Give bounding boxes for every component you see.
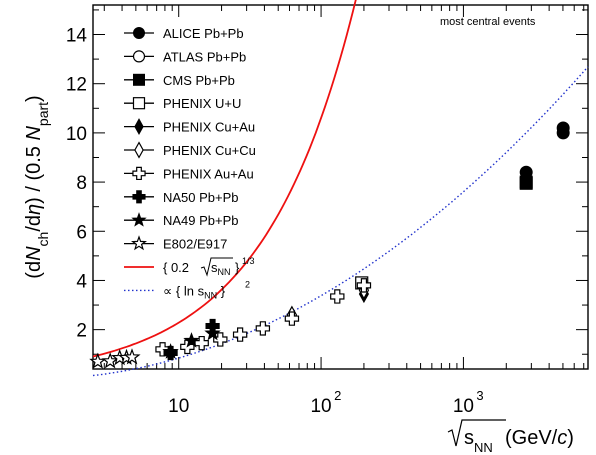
phenix-au-au-point [255, 321, 271, 336]
legend-marker-e802-e917 [131, 235, 147, 251]
legend-label-na50-pb-pb: NA50 Pb+Pb [163, 190, 239, 205]
log-squared-fit-curve [92, 66, 589, 377]
legend-label-na49-pb-pb: NA49 Pb+Pb [163, 213, 239, 228]
alice-pb-pb-point [556, 126, 570, 140]
y-tick-label: 2 [76, 321, 87, 342]
x-label-sqrt-sign [447, 419, 506, 447]
phenix-au-au-point [284, 311, 300, 326]
legend-label-phenix-cu-cu: PHENIX Cu+Cu [163, 143, 256, 158]
x-tick-label-exponent: 3 [476, 388, 483, 403]
phenix-au-au-point [356, 278, 372, 293]
y-tick-label: 12 [66, 75, 87, 96]
x-tick-label: 10 [453, 396, 474, 417]
annotation: most central events [440, 16, 536, 28]
legend-label-e802-e917: E802/E917 [163, 237, 227, 252]
legend-label-power-law: { 0.2 [163, 260, 189, 275]
y-axis-label: (dNch/dη) / (0.5 Npart) [23, 95, 51, 278]
legend-label-phenix-u-u: PHENIX U+U [163, 96, 241, 111]
legend-label-phenix-cu-au: PHENIX Cu+Au [163, 120, 255, 135]
legend-marker-atlas-pb-pb [132, 50, 146, 63]
points [89, 121, 570, 369]
legend-exponent: 1/3 [242, 256, 255, 266]
curves [92, 0, 589, 377]
ticks [93, 5, 588, 369]
legend-radicand: sNN [211, 260, 231, 277]
legend-label-log-squared: ∝ { ln sNN } [163, 283, 226, 300]
legend-marker-alice-pb-pb [133, 27, 145, 39]
legend-exponent: 2 [245, 279, 250, 289]
e802-e917-point [123, 348, 141, 365]
y-tick-label: 14 [66, 26, 88, 47]
x-tick-label: 10 [310, 396, 331, 417]
y-tick-label: 4 [76, 271, 87, 292]
legend-marker-na50-pb-pb [132, 190, 146, 204]
legend-marker-phenix-u-u [132, 97, 146, 110]
legend-marker-phenix-cu-cu [134, 141, 144, 159]
legend-marker-na49-pb-pb [131, 212, 147, 227]
power-law-fit-curve [92, 0, 357, 358]
legend-label-cms-pb-pb: CMS Pb+Pb [163, 73, 235, 88]
x-tick-label: 10 [168, 396, 189, 417]
legend-label-phenix-au-au: PHENIX Au+Au [163, 166, 254, 181]
legend-sqrt-sign [200, 257, 233, 277]
legend-label-alice-pb-pb: ALICE Pb+Pb [163, 26, 244, 41]
legend-marker-phenix-cu-au [134, 118, 144, 136]
legend-marker-cms-pb-pb [133, 73, 145, 86]
legend: ALICE Pb+Pb ATLAS Pb+Pb CMS Pb+Pb PHENIX U+… [124, 26, 256, 300]
na49-pb-pb-point [183, 332, 200, 348]
legend-brace-close: } [235, 260, 240, 275]
na49-pb-pb-point [162, 343, 179, 359]
phenix-au-au-point [330, 289, 345, 304]
x-tick-label-exponent: 2 [334, 388, 341, 403]
na49-pb-pb-point [204, 324, 221, 341]
svg-text:sNN: sNN [464, 427, 493, 455]
y-tick-label: 6 [76, 222, 87, 243]
y-tick-label: 8 [76, 173, 87, 194]
legend-marker-phenix-au-au [132, 166, 146, 181]
svg-text:(GeV/c): (GeV/c) [505, 427, 574, 449]
e802-e917-point [101, 352, 119, 369]
phenix-au-au-point [232, 327, 248, 342]
y-tick-label: 10 [66, 124, 87, 145]
plot-frame [92, 4, 589, 370]
legend-label-atlas-pb-pb: ATLAS Pb+Pb [163, 49, 246, 64]
cms-pb-pb-point [519, 176, 533, 190]
x-axis-label: sNN (GeV/c) [447, 419, 574, 455]
